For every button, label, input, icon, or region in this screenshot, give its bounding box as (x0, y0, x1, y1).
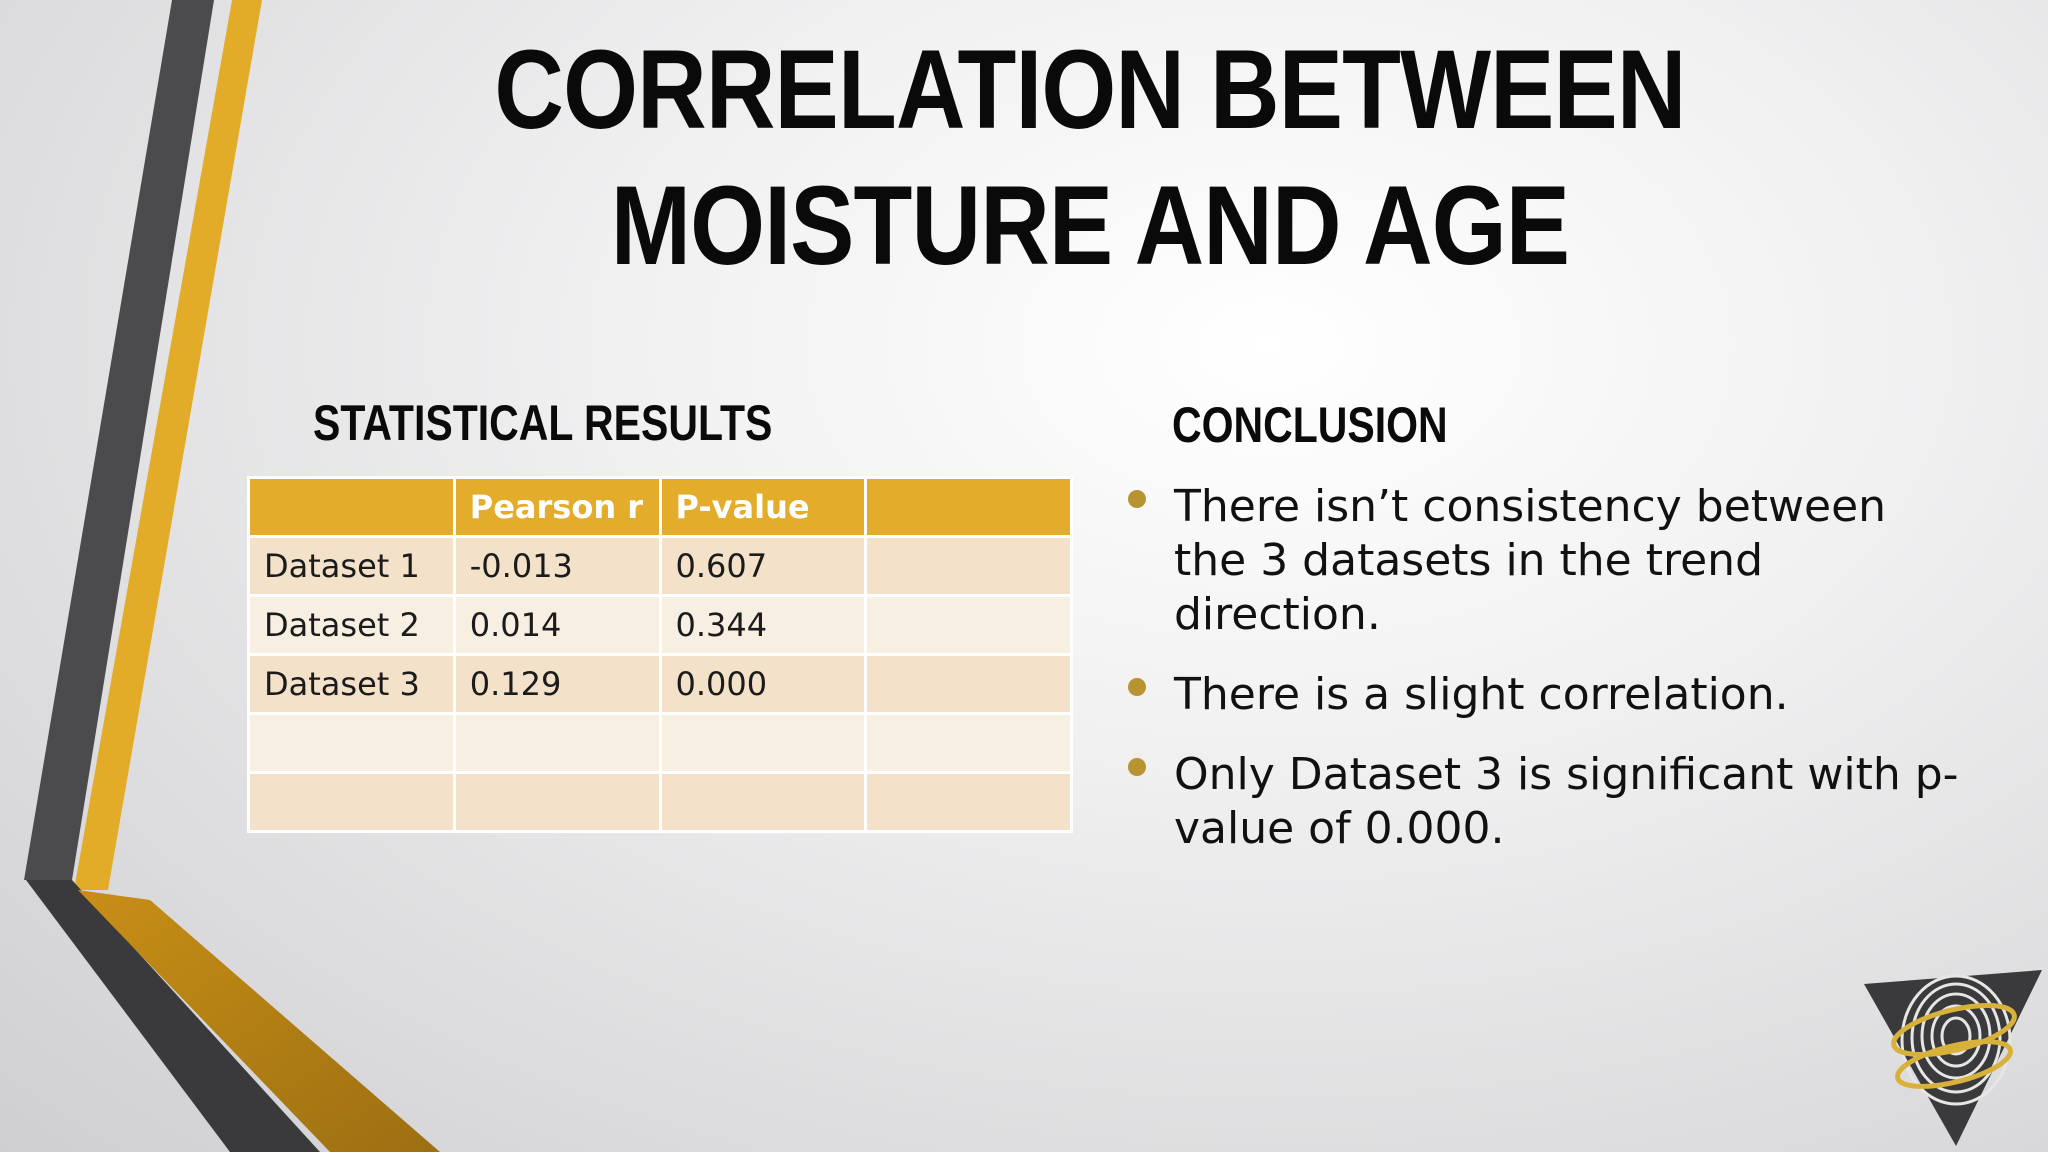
statistical-results-heading: STATISTICAL RESULTS (313, 395, 773, 451)
table-cell: 0.000 (658, 653, 868, 715)
table-cell (864, 535, 1073, 597)
table-cell (452, 771, 662, 833)
conclusion-bullet-list: There isn’t consistency between the 3 da… (1128, 480, 1968, 882)
bullet-dot-icon (1128, 758, 1146, 776)
table-cell (864, 771, 1073, 833)
gold-diagonal-band (78, 890, 440, 1152)
table-cell: -0.013 (452, 535, 662, 597)
table-header-row: Pearson r P-value (247, 476, 1073, 538)
table-cell (864, 712, 1073, 774)
statistical-results-table: Pearson r P-value Dataset 1 -0.013 0.607… (247, 476, 1073, 833)
table-row (247, 771, 1073, 833)
table-cell (247, 771, 456, 833)
table-row (247, 712, 1073, 774)
table-cell (864, 594, 1073, 656)
table-cell: Dataset 3 (247, 653, 456, 715)
table-cell: 0.607 (658, 535, 868, 597)
table-header-cell (864, 476, 1073, 538)
table-cell: 0.014 (452, 594, 662, 656)
conclusion-heading: CONCLUSION (1172, 397, 1448, 453)
table-header-cell: Pearson r (452, 476, 662, 538)
table-row: Dataset 2 0.014 0.344 (247, 594, 1073, 656)
table-cell (452, 712, 662, 774)
bullet-text: There is a slight correlation. (1174, 669, 1789, 720)
dark-stripe (24, 0, 214, 880)
table-cell: 0.344 (658, 594, 868, 656)
table-row: Dataset 1 -0.013 0.607 (247, 535, 1073, 597)
table-cell (864, 653, 1073, 715)
fingerprint-triangle-logo-icon (1864, 970, 2042, 1146)
list-item: There isn’t consistency between the 3 da… (1128, 480, 1968, 642)
table-cell (658, 771, 868, 833)
list-item: Only Dataset 3 is significant with p-val… (1128, 748, 1968, 856)
table-header-cell (247, 476, 456, 538)
table-cell (658, 712, 868, 774)
dark-diagonal-band (26, 880, 320, 1152)
table-cell: Dataset 1 (247, 535, 456, 597)
bullet-text: Only Dataset 3 is significant with p-val… (1174, 749, 1959, 854)
slide-title: CORRELATION BETWEEN MOISTURE AND AGE (494, 27, 1686, 288)
bullet-dot-icon (1128, 678, 1146, 696)
table-row: Dataset 3 0.129 0.000 (247, 653, 1073, 715)
list-item: There is a slight correlation. (1128, 668, 1968, 722)
bullet-text: There isn’t consistency between the 3 da… (1174, 481, 1887, 640)
table-cell: 0.129 (452, 653, 662, 715)
gold-stripe (74, 0, 262, 890)
table-header-cell: P-value (658, 476, 868, 538)
table-cell: Dataset 2 (247, 594, 456, 656)
table-cell (247, 712, 456, 774)
bullet-dot-icon (1128, 490, 1146, 508)
